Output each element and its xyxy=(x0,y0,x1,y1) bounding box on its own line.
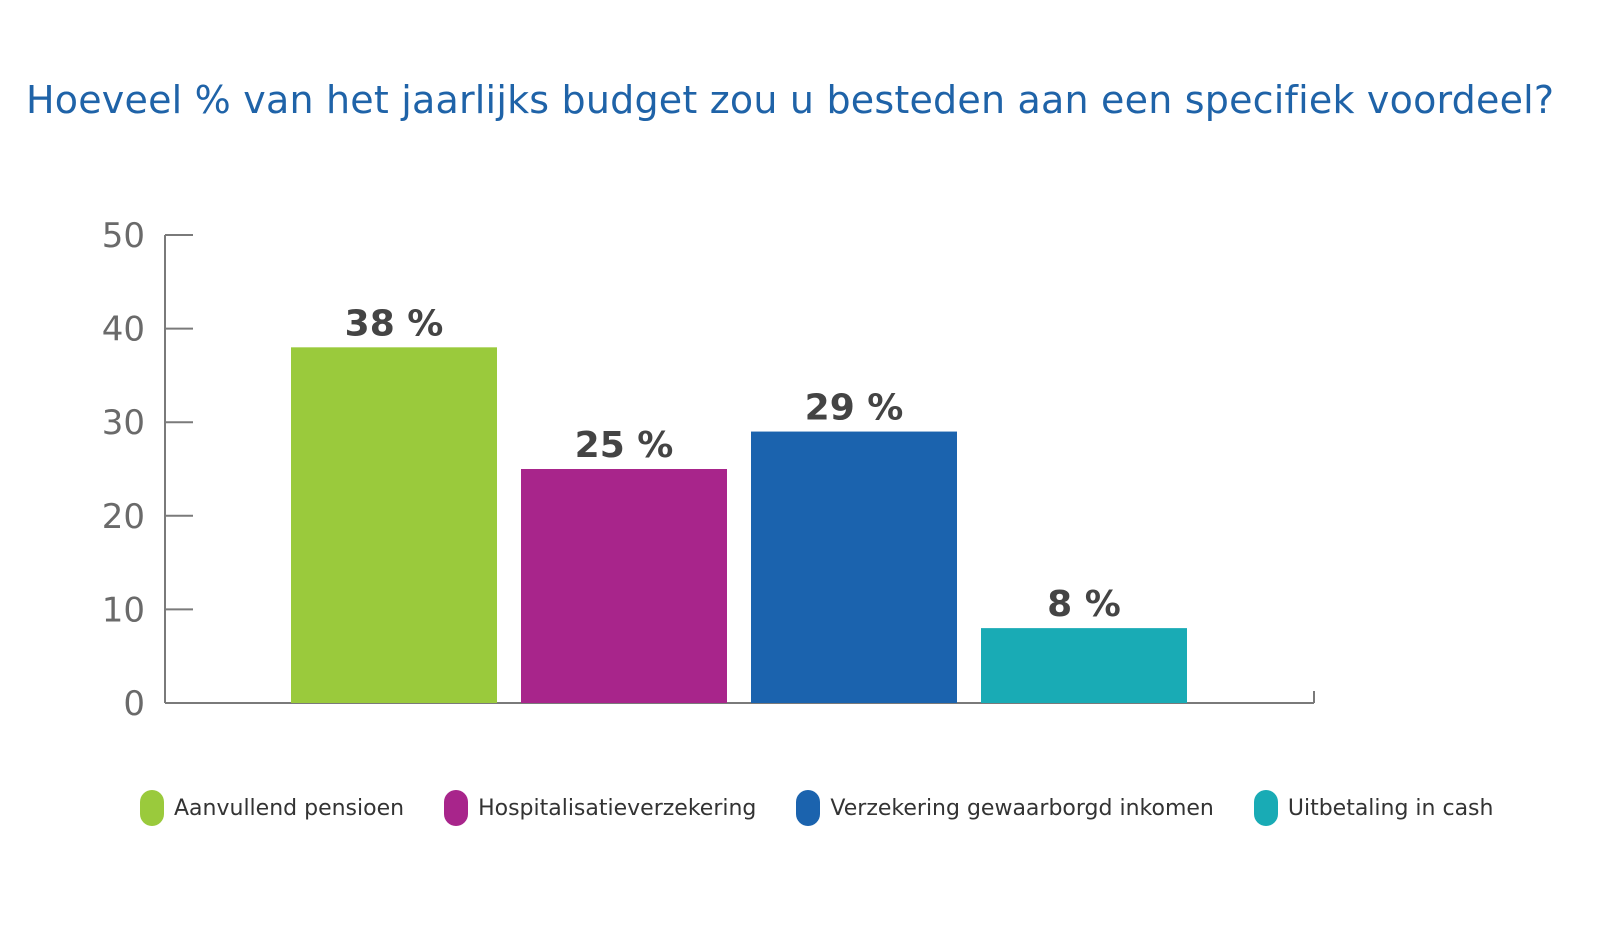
y-tick-label: 30 xyxy=(102,403,145,443)
bar-value-label: 38 % xyxy=(345,303,444,344)
legend-label: Aanvullend pensioen xyxy=(174,795,405,821)
chart-legend: Aanvullend pensioen Hospitalisatieverzeke… xyxy=(140,790,1533,826)
legend-label: Verzekering gewaarborgd inkomen xyxy=(830,795,1214,821)
chart-title: Hoeveel % van het jaarlijks budget zou u… xyxy=(26,78,1555,122)
legend-label: Hospitalisatieverzekering xyxy=(478,795,757,821)
legend-swatch xyxy=(140,790,164,826)
bar xyxy=(981,628,1187,703)
y-tick-label: 20 xyxy=(102,497,145,537)
bar xyxy=(291,347,497,703)
bar-value-labels: 38 % 25 % 29 % 8 % xyxy=(345,303,1121,625)
legend-swatch xyxy=(796,790,821,826)
chart-bars xyxy=(291,347,1187,703)
legend-item: Verzekering gewaarborgd inkomen xyxy=(796,790,1214,826)
bar xyxy=(521,469,727,703)
legend-item: Aanvullend pensioen xyxy=(140,790,404,826)
bar-value-label: 8 % xyxy=(1047,584,1121,625)
legend-swatch xyxy=(1253,790,1278,826)
bar-value-label: 25 % xyxy=(575,425,674,466)
legend-item: Uitbetaling in cash xyxy=(1253,790,1494,826)
y-tick-label: 40 xyxy=(102,310,145,350)
y-tick-label: 10 xyxy=(102,590,145,630)
legend-label: Uitbetaling in cash xyxy=(1287,795,1494,821)
y-tick-label: 0 xyxy=(123,684,145,724)
legend-item: Hospitalisatieverzekering xyxy=(444,790,756,826)
y-axis-ticks: 0 10 20 30 40 50 xyxy=(102,216,193,724)
bar-value-label: 29 % xyxy=(805,388,904,429)
y-tick-label: 50 xyxy=(102,216,145,256)
bar xyxy=(751,431,957,703)
legend-swatch xyxy=(444,790,469,826)
